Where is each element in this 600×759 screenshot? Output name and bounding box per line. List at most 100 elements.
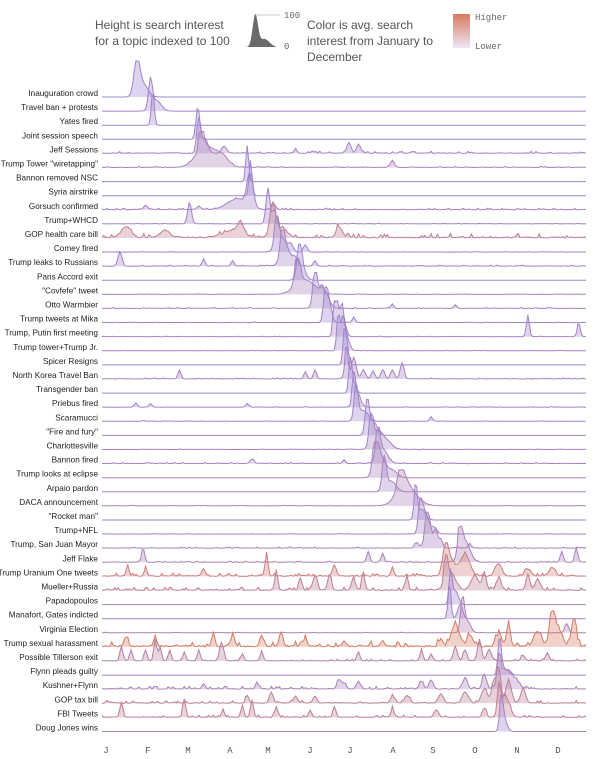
series-row: Mueller+Russia xyxy=(41,553,587,592)
series-line xyxy=(101,314,586,352)
series-label: Mueller+Russia xyxy=(41,583,98,592)
series-line xyxy=(102,568,586,606)
series-line xyxy=(102,585,586,620)
series-area xyxy=(102,61,586,97)
series-row: FBI Tweets xyxy=(57,681,587,718)
series-label: Otto Warmbier xyxy=(45,301,98,310)
series-row: Kushner+Flynn xyxy=(43,652,587,691)
series-label: Gorsuch confirmed xyxy=(29,202,99,211)
series-label: Trump leaks to Russians xyxy=(8,258,98,267)
series-area xyxy=(102,202,586,238)
series-row: Trump tower+Trump Jr. xyxy=(13,314,586,352)
series-label: Flynn pleads guilty xyxy=(30,667,99,676)
series-area xyxy=(102,427,586,464)
series-line xyxy=(101,299,586,338)
series-row: Transgender ban xyxy=(36,357,586,394)
series-line xyxy=(102,695,586,732)
legend-height-text: Height is search interest for a topic in… xyxy=(95,18,230,48)
series-area xyxy=(102,95,586,126)
series-label: Bannon removed NSC xyxy=(16,174,98,183)
series-row: Trump sexual harassment xyxy=(4,610,587,648)
series-line xyxy=(102,95,586,126)
series-label: Doug Jones wins xyxy=(36,724,98,733)
series-row: DACA announcement xyxy=(19,469,587,507)
series-area xyxy=(102,484,586,520)
series-line xyxy=(101,173,587,211)
series-row: Otto Warmbier xyxy=(45,272,586,310)
series-line xyxy=(102,469,587,507)
series-area xyxy=(102,498,586,535)
series-line xyxy=(101,497,586,535)
series-line xyxy=(101,131,587,169)
series-row: Yates fired xyxy=(59,95,586,126)
series-label: Travel ban + protests xyxy=(21,103,98,112)
series-area xyxy=(102,512,586,549)
legend-color: Color is avg. search interest from Janua… xyxy=(307,17,447,65)
series-line xyxy=(102,243,586,281)
series-row: Manafort, Gates indicted xyxy=(9,585,586,620)
series-line xyxy=(102,187,587,225)
month-tick-label: F xyxy=(145,746,150,756)
series-label: Priebus fired xyxy=(52,399,98,408)
series-label: Comey fired xyxy=(54,244,99,253)
series-row: Trump Tower "wiretapping" xyxy=(1,131,587,169)
series-line xyxy=(101,257,587,295)
series-row: Arpaio pardon xyxy=(47,453,586,493)
series-label: Arpaio pardon xyxy=(47,484,99,493)
series-row: Trump tweets at Mika xyxy=(20,285,587,324)
series-row: Papadopoulos xyxy=(46,568,586,606)
legend-height-shape xyxy=(230,13,276,48)
legend-height: Height is search interest for a topic in… xyxy=(95,17,235,49)
series-line xyxy=(101,553,587,592)
series-line xyxy=(102,145,586,183)
series-line xyxy=(102,60,586,98)
series-label: Trump tweets at Mika xyxy=(20,315,98,324)
series-line xyxy=(102,384,587,422)
series-area xyxy=(102,108,586,140)
series-label: Virginia Election xyxy=(39,625,98,634)
series-line xyxy=(101,412,587,451)
series-label: Trump, San Juan Mayor xyxy=(10,540,98,549)
series-row: Spicer Resigns xyxy=(43,328,586,366)
month-tick-label: M xyxy=(265,746,270,756)
series-line xyxy=(101,681,587,718)
series-label: GOP health care bill xyxy=(25,230,98,239)
series-area xyxy=(102,244,586,281)
series-label: Bannon fired xyxy=(52,456,99,465)
month-tick-label: A xyxy=(227,746,233,756)
series-row: Trump+WHCD xyxy=(44,187,587,225)
legend-color-lower: Lower xyxy=(475,42,503,52)
series-area xyxy=(102,667,586,704)
month-tick-label: J xyxy=(307,746,312,756)
legend-height-min: 0 xyxy=(284,42,290,52)
chart-rows: Inauguration crowd Travel ban + protests Y… xyxy=(0,60,587,733)
month-tick-label: D xyxy=(555,746,560,756)
series-line xyxy=(102,427,587,465)
series-row: Trump, San Juan Mayor xyxy=(10,511,587,549)
series-line xyxy=(101,666,587,705)
series-row: GOP tax bill xyxy=(54,666,587,705)
series-row: "Rocket man" xyxy=(49,483,586,521)
series-label: Kushner+Flynn xyxy=(43,681,99,690)
series-label: Trump sexual harassment xyxy=(4,639,99,648)
series-line xyxy=(101,652,587,691)
series-line xyxy=(102,371,587,408)
series-area xyxy=(102,526,586,563)
series-line xyxy=(102,328,586,366)
series-row: Doug Jones wins xyxy=(36,695,586,733)
series-row: GOP health care bill xyxy=(25,200,587,239)
series-area xyxy=(102,596,586,633)
series-area xyxy=(102,328,586,365)
legend-color-higher: Higher xyxy=(475,13,508,23)
series-label: Jeff Sessions xyxy=(49,145,98,154)
series-label: GOP tax bill xyxy=(54,695,98,704)
series-label: Jeff Flake xyxy=(63,554,99,563)
series-line xyxy=(101,272,586,310)
series-label: Trump+NFL xyxy=(54,526,98,535)
series-area xyxy=(102,159,586,196)
series-row: Trump leaks to Russians xyxy=(8,229,587,267)
series-area xyxy=(102,258,586,295)
series-area xyxy=(102,77,586,112)
series-area xyxy=(102,586,586,619)
